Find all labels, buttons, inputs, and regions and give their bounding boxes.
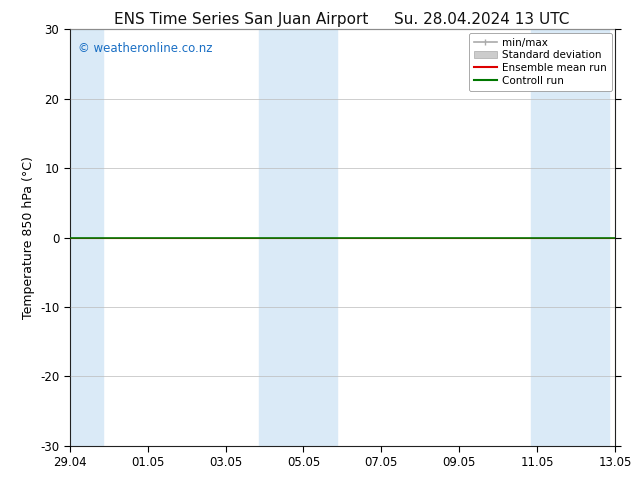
Y-axis label: Temperature 850 hPa (°C): Temperature 850 hPa (°C) [22, 156, 34, 319]
Text: Su. 28.04.2024 13 UTC: Su. 28.04.2024 13 UTC [394, 12, 569, 27]
Text: © weatheronline.co.nz: © weatheronline.co.nz [78, 42, 212, 55]
Text: ENS Time Series San Juan Airport: ENS Time Series San Juan Airport [113, 12, 368, 27]
Bar [531, 29, 609, 446]
Bar [259, 29, 337, 446]
Legend: min/max, Standard deviation, Ensemble mean run, Controll run: min/max, Standard deviation, Ensemble me… [469, 32, 612, 91]
Bar [70, 29, 103, 446]
